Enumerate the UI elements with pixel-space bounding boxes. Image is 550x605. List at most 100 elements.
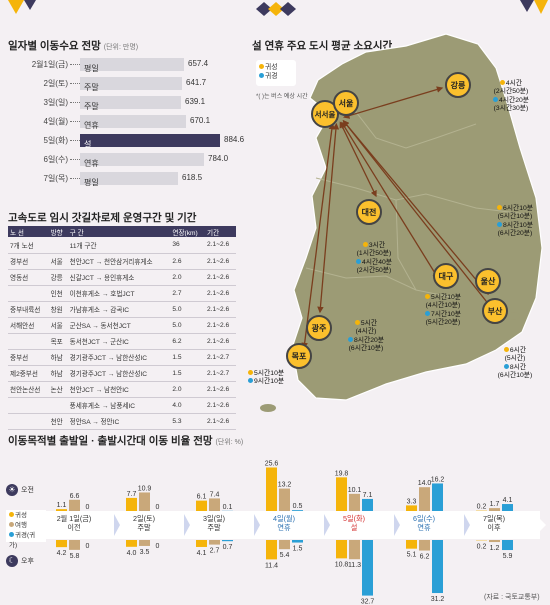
bar-afternoon — [489, 540, 500, 543]
value-label: 10.9 — [138, 485, 152, 492]
category-label: 7일(목) — [483, 514, 505, 523]
bar-afternoon — [419, 540, 430, 551]
value-label: 5.4 — [280, 552, 290, 559]
value-label: 19.8 — [335, 470, 349, 477]
table-cell: 경부선 — [8, 253, 49, 270]
table-row: 목포 동서천JCT → 군산IC 6.2 2.1~2.6 — [8, 333, 236, 350]
bar-morning — [502, 504, 513, 511]
daily-value: 641.7 — [186, 78, 207, 87]
table-cell: 2.1~2.6 — [205, 413, 236, 430]
table-cell: 중부내륙선 — [8, 301, 49, 318]
category-label: 이전 — [67, 523, 80, 532]
table-cell: 창원 — [48, 301, 68, 318]
tip-gwangju: 5시간 (4시간) 8시간20분 (6시간10분) — [347, 320, 385, 353]
category-label: 4일(월) — [273, 514, 295, 523]
table-cell: 5.0 — [170, 301, 206, 318]
table-cell: 천안JCT → 남천안IC — [67, 381, 171, 398]
table-row: 서해안선 서울 군산SA → 동서천JCT 5.0 2.1~2.6 — [8, 317, 236, 334]
daily-bars: 2월1일(금) 평일 657.4 2일(토) 주말 641.7 3일(일) 주말 639.1 4일… — [0, 56, 244, 196]
daily-row: 2월1일(금) 평일 657.4 — [0, 56, 230, 73]
value-label: 0.7 — [223, 544, 233, 551]
daily-value: 784.0 — [208, 154, 229, 163]
city-pin-gwangju: 광주 — [306, 315, 332, 341]
table-cell: 목포 — [48, 333, 68, 350]
table-cell: 중부선 — [8, 349, 49, 366]
road-title: 고속도로 임시 갓길차로제 운영구간 및 기간 — [8, 212, 197, 224]
tip-daegu: 5시간10분 (4시간10분) 7시간10분 (5시간20분) — [424, 294, 462, 327]
tip-daejeon: 3시간 (1시간50분) 4시간40분 (2시간50분) — [355, 242, 393, 275]
road-header: 기간 — [205, 226, 236, 237]
bar-afternoon — [266, 540, 277, 560]
table-cell: 2.0 — [170, 381, 206, 398]
category-label: 6일(수) — [413, 514, 435, 523]
daily-date: 3일(일) — [43, 98, 69, 107]
header-decoration — [8, 0, 548, 16]
table-cell: 하남 — [48, 365, 68, 382]
bar-afternoon — [222, 540, 233, 542]
table-cell: 5.3 — [170, 413, 206, 430]
bar-afternoon — [336, 540, 347, 559]
value-label: 5.8 — [70, 553, 80, 560]
table-cell: 4.0 — [170, 397, 206, 414]
tip-gangneung: 4시간 (2시간50분) 4시간20분 (3시간30분) — [492, 80, 530, 113]
bar-morning — [196, 500, 207, 511]
map-title: 설 연휴 주요 도시 평균 소요시간 — [252, 40, 393, 52]
sun-icon: ☀ — [6, 484, 18, 496]
daily-kind: 설 — [84, 140, 92, 149]
bar-morning — [139, 492, 150, 511]
category-label: 주말 — [207, 523, 221, 532]
daily-date: 2일(토) — [43, 79, 69, 88]
moon-icon: ☾ — [6, 555, 18, 567]
chart-title: 이동목적별 출발일 · 출발시간대 이동 비율 전망 (단위: %) — [8, 435, 244, 447]
table-cell: 7개 노선 — [8, 237, 49, 254]
daily-leader — [70, 64, 80, 65]
value-label: 1.1 — [57, 502, 67, 509]
table-cell: 서해안선 — [8, 317, 49, 334]
value-label: 4.0 — [127, 550, 137, 557]
daily-date: 2월1일(금) — [31, 60, 68, 69]
value-label: 1.5 — [293, 546, 303, 553]
value-label: 11.4 — [265, 562, 278, 569]
table-row: 천안논산선 논산 천안JCT → 남천안IC 2.0 2.1~2.6 — [8, 381, 236, 398]
category-label: 2월 1일(금) — [57, 514, 92, 523]
bar-morning — [336, 477, 347, 511]
chevron-separator — [114, 514, 120, 536]
table-cell: 36 — [170, 237, 206, 254]
table-cell: 서울 — [48, 253, 68, 270]
value-label: 32.7 — [361, 599, 375, 605]
city-pin-daegu: 대구 — [433, 263, 459, 289]
value-label: 6.1 — [197, 494, 207, 501]
value-label: 0.1 — [223, 504, 233, 511]
daily-leader — [70, 83, 80, 84]
table-cell: 2.1~2.6 — [205, 301, 236, 318]
table-cell: 경기광주JCT → 남한산성IC — [67, 365, 171, 382]
table-cell: 5.0 — [170, 317, 206, 334]
table-cell: 1.5 — [170, 349, 206, 366]
bar-morning — [349, 493, 360, 511]
category-label: 설 — [351, 523, 358, 532]
table-cell: 2.6 — [170, 253, 206, 270]
bar-afternoon — [432, 540, 443, 594]
table-cell: 신갈JCT → 용인휴게소 — [67, 269, 171, 286]
bar-morning — [126, 497, 137, 511]
table-row: 7개 노선 11개 구간 36 2.1~2.6 — [8, 237, 236, 254]
road-header: 방향 — [48, 226, 68, 237]
table-cell: 6.2 — [170, 333, 206, 350]
daily-row: 3일(일) 주말 639.1 — [0, 94, 230, 111]
table-cell: 천안JCT → 천안삼거리휴게소 — [67, 253, 171, 270]
category-label: 주말 — [137, 523, 151, 532]
arrow-head — [532, 511, 546, 539]
morning-label: ☀ 오전 — [6, 484, 34, 496]
afternoon-label: ☾ 오후 — [6, 555, 34, 567]
table-cell: 정안SA → 정안IC — [67, 413, 171, 430]
daily-row: 4일(월) 연휴 670.1 — [0, 113, 230, 130]
daily-bar: 설 — [80, 134, 220, 149]
bar-morning — [292, 510, 303, 511]
daily-kind: 연휴 — [84, 121, 99, 130]
value-label: 0.2 — [477, 543, 487, 550]
bar-morning — [406, 505, 417, 511]
bar-afternoon — [292, 540, 303, 543]
daily-bar: 연휴 — [80, 153, 204, 168]
daily-kind: 주말 — [84, 83, 99, 92]
